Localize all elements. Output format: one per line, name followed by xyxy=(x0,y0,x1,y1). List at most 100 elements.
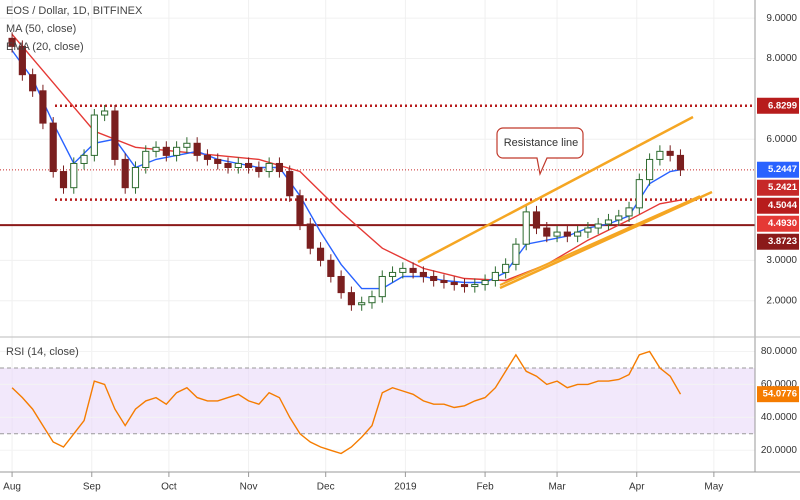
price-tag-label: 6.8299 xyxy=(768,100,797,111)
candle-body xyxy=(203,154,212,160)
candle-body xyxy=(358,302,366,306)
candle-body xyxy=(306,223,314,249)
candle-body xyxy=(214,158,222,164)
candle-body xyxy=(440,280,448,284)
candle-body xyxy=(388,271,397,277)
candle-body xyxy=(244,162,253,168)
candle-body xyxy=(666,150,674,156)
price-tag xyxy=(757,179,799,196)
candle-body xyxy=(183,142,191,148)
price-tag-label: 5.2421 xyxy=(768,182,798,193)
candle-body xyxy=(502,263,510,273)
trend-line xyxy=(417,115,694,264)
candle-body xyxy=(574,231,582,237)
trend-line xyxy=(499,195,701,286)
candle-body xyxy=(142,150,150,169)
candle-body xyxy=(121,158,129,189)
legend-entry: MA (50, close) xyxy=(6,23,76,35)
candle-body xyxy=(265,162,273,173)
y-tick-label: 9.0000 xyxy=(766,13,797,24)
candle-body xyxy=(286,171,294,197)
x-tick-label: Apr xyxy=(629,482,645,493)
y-tick-label: 8.0000 xyxy=(766,53,797,64)
candle-body xyxy=(39,90,47,124)
candle-body xyxy=(49,122,57,173)
grid xyxy=(0,0,755,472)
candle-body xyxy=(460,284,469,288)
x-tick-label: Aug xyxy=(3,482,21,493)
candle-body xyxy=(162,146,170,156)
candle-body xyxy=(59,171,68,189)
price-tag xyxy=(757,233,799,250)
chart-title: EOS / Dollar, 1D, BITFINEX xyxy=(6,5,143,17)
rsi-line xyxy=(11,350,682,455)
price-tag xyxy=(757,386,799,403)
candle-body xyxy=(378,275,386,298)
plot xyxy=(0,32,755,455)
candle-body xyxy=(80,154,88,164)
candle-body xyxy=(409,267,417,273)
candle-body xyxy=(646,158,654,181)
candle-body xyxy=(532,211,541,229)
price-tag-label: 3.8723 xyxy=(768,236,797,247)
candle-body xyxy=(90,114,98,156)
price-tag xyxy=(757,161,799,178)
candle-body xyxy=(471,284,479,288)
x-tick-label: Mar xyxy=(548,482,566,493)
price-tag xyxy=(757,197,799,214)
candle-body xyxy=(152,146,160,152)
candle-body xyxy=(625,207,633,217)
candle-body xyxy=(18,45,26,76)
price-tag xyxy=(757,215,799,232)
y-tick-label: 20.0000 xyxy=(761,445,798,456)
trend-line xyxy=(499,190,713,290)
candle-body xyxy=(512,243,520,265)
rsi-title: RSI (14, close) xyxy=(6,346,79,358)
annotation: Resistance line xyxy=(504,137,579,149)
candle-body xyxy=(347,292,355,306)
candle-body xyxy=(656,150,664,160)
candle-body xyxy=(131,167,140,189)
candle-body xyxy=(615,215,623,221)
price-tag-label: 5.2447 xyxy=(768,164,797,175)
y-tick-label: 2.0000 xyxy=(766,295,797,306)
candle-body xyxy=(8,37,16,47)
candle-body xyxy=(337,275,345,294)
y-tick-label: 3.0000 xyxy=(766,255,797,266)
price-tag-label: 4.4930 xyxy=(768,218,797,229)
y-tick-label: 60.0000 xyxy=(761,379,798,390)
price-tag-label: 54.0776 xyxy=(763,389,797,400)
candle-body xyxy=(316,247,325,261)
candle-body xyxy=(563,231,571,237)
candle-body xyxy=(522,211,530,245)
candle-body xyxy=(70,162,78,189)
y-tick-label: 80.0000 xyxy=(761,346,798,357)
candle-body xyxy=(255,167,263,173)
y-tick-label: 40.0000 xyxy=(761,412,798,423)
y-tick-label: 6.0000 xyxy=(766,134,797,145)
price-tag-label: 4.5044 xyxy=(768,200,798,211)
candle-body xyxy=(29,74,37,92)
candle-body xyxy=(635,179,643,209)
candle-body xyxy=(450,282,458,286)
candle-body xyxy=(584,227,592,233)
x-tick-label: Oct xyxy=(161,482,177,493)
candle-body xyxy=(553,231,561,237)
candle-body xyxy=(296,195,304,225)
callout-box xyxy=(496,127,584,177)
candle-body xyxy=(676,154,685,171)
x-tick-label: Nov xyxy=(240,482,258,493)
candle-body xyxy=(430,275,438,282)
x-tick-label: Dec xyxy=(317,482,335,493)
candle-body xyxy=(327,259,335,277)
candle-body xyxy=(234,162,242,168)
candle-body xyxy=(594,223,602,229)
ma-line xyxy=(11,33,681,282)
rsi-band xyxy=(0,367,755,434)
candle-body xyxy=(491,271,499,282)
candle-body xyxy=(111,110,119,160)
x-tick-label: May xyxy=(704,482,723,493)
candle-body xyxy=(604,219,613,225)
candle-body xyxy=(173,146,181,156)
